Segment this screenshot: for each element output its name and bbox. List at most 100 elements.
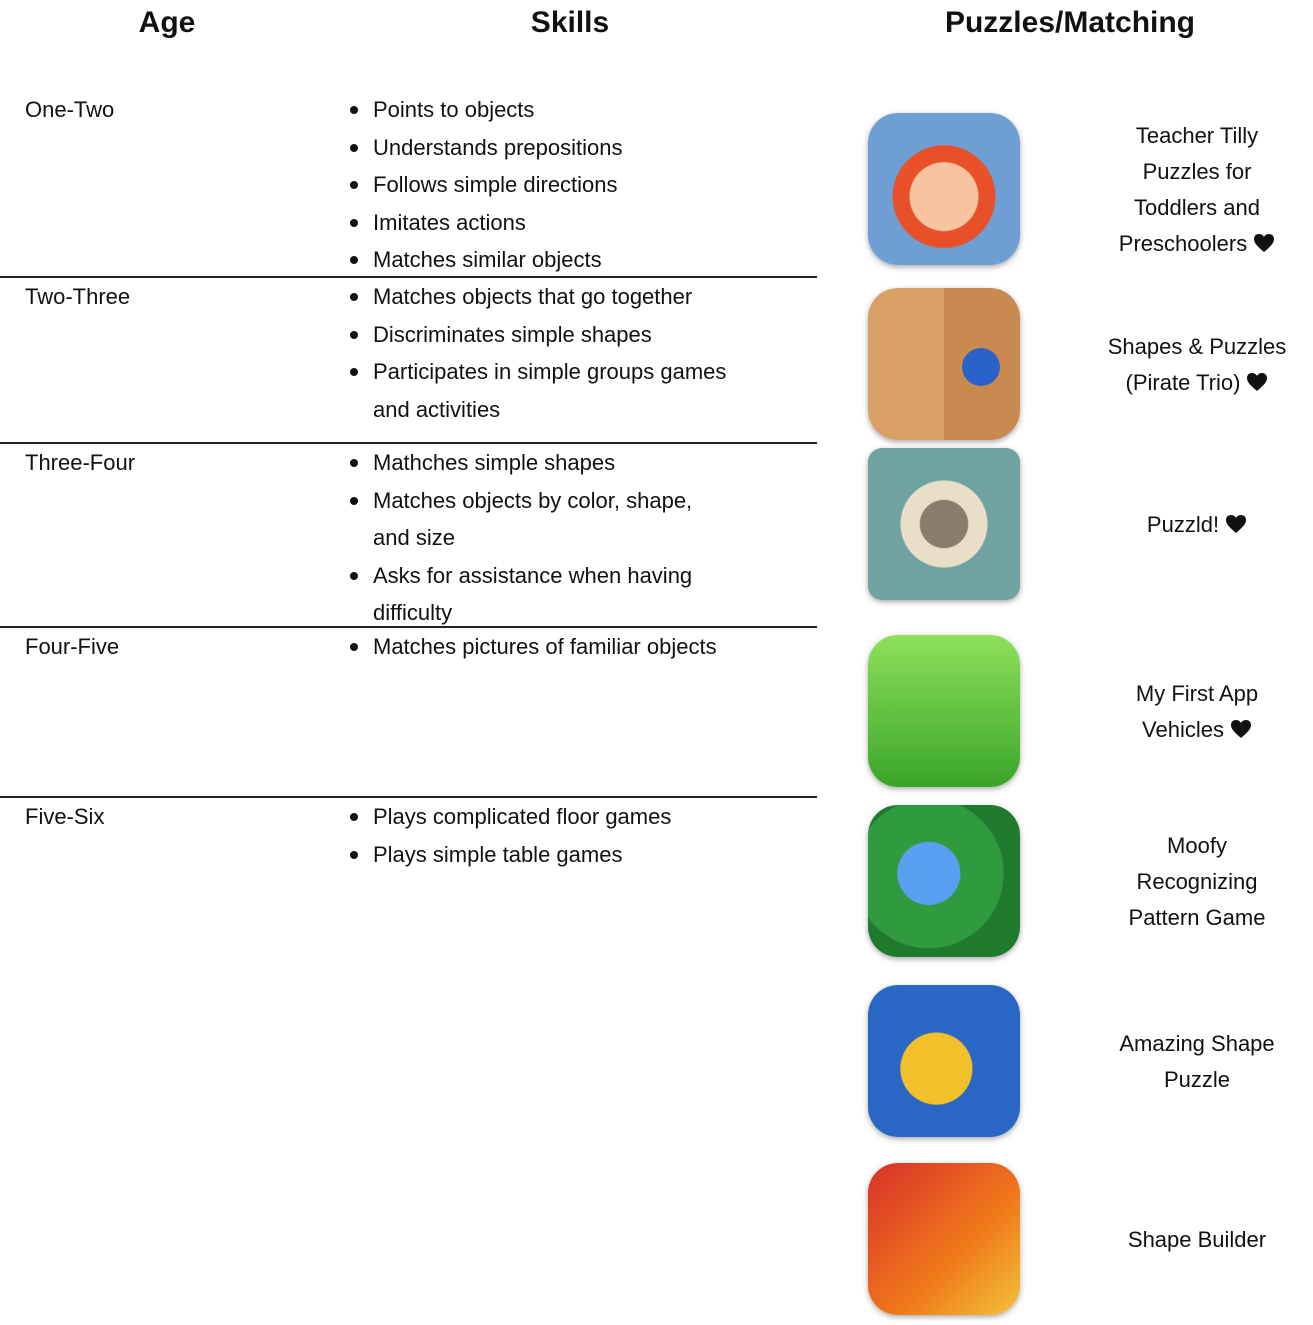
- app-name-text: Shape Builder: [1127, 1227, 1267, 1252]
- skill-text: and activities: [373, 396, 501, 422]
- app-icon: [868, 1163, 1020, 1315]
- app-name-line: Teacher Tilly: [1090, 118, 1304, 154]
- app-icon: [868, 805, 1020, 957]
- age-label: Five-Six: [25, 804, 105, 829]
- skill-text: Discriminates simple shapes: [373, 321, 652, 347]
- table-row: Four-Five Matches pictures of familiar ob…: [0, 628, 817, 798]
- app-name: My First App Vehicles: [1090, 676, 1304, 748]
- app-name-text: Toddlers and: [1134, 195, 1260, 220]
- app-icon: [868, 448, 1020, 600]
- skill-item: Asks for assistance when having difficult…: [350, 557, 692, 632]
- bullet: [350, 813, 358, 821]
- bullet: [350, 571, 358, 580]
- app-icon: [868, 635, 1020, 787]
- bullet: [350, 106, 358, 114]
- app-name-line: Moofy: [1090, 828, 1304, 864]
- app-name-text: My First App: [1135, 681, 1259, 706]
- skill-list: Matches pictures of familiar objects: [350, 628, 717, 666]
- header-apps: Puzzles/Matching: [944, 6, 1196, 39]
- bullet: [350, 459, 358, 467]
- bullet: [350, 330, 358, 339]
- skill-item: Discriminates simple shapes: [350, 316, 726, 354]
- app-name: Teacher Tilly Puzzles for Toddlers and Pres…: [1090, 118, 1304, 262]
- heart-shape: [1254, 234, 1275, 252]
- app-entry: Teacher Tilly Puzzles for Toddlers and Pres…: [860, 105, 1313, 275]
- heart-shape: [1226, 515, 1247, 533]
- bullet: [350, 643, 358, 651]
- app-name: Shape Builder: [1090, 1222, 1304, 1258]
- app-name-text: Pattern Game: [1128, 905, 1266, 930]
- header-skills: Skills: [530, 6, 610, 39]
- skill-text: Matches objects that go together: [373, 284, 693, 309]
- table-row: Three-Four Mathches simple shapes Matches …: [0, 444, 817, 628]
- skill-list: Matches objects that go together Discrimi…: [350, 278, 726, 428]
- skill-text: and size: [373, 525, 455, 550]
- app-name-line: Shapes & Puzzles: [1090, 329, 1304, 365]
- app-icon: [868, 113, 1020, 265]
- bullet: [350, 218, 358, 227]
- skill-text: Follows simple directions: [373, 172, 618, 197]
- skill-item: Matches objects that go together: [350, 278, 726, 316]
- app-name-line: Vehicles: [1090, 712, 1304, 748]
- app-name-text: Teacher Tilly: [1135, 123, 1259, 148]
- table-row: Two-Three Matches objects that go togethe…: [0, 278, 817, 444]
- skill-text: Plays simple table games: [373, 841, 623, 867]
- app-name-line: (Pirate Trio): [1090, 365, 1304, 401]
- bullet: [350, 496, 358, 505]
- app-name-line: Toddlers and: [1090, 190, 1304, 226]
- bullet: [350, 181, 358, 189]
- app-entry: Moofy Recognizing Pattern Game: [860, 797, 1313, 967]
- app-name: Amazing Shape Puzzle: [1090, 1026, 1304, 1098]
- skill-text: Points to objects: [373, 97, 535, 122]
- app-name-line: My First App: [1090, 676, 1304, 712]
- bullet: [350, 143, 358, 152]
- skill-item: Plays complicated floor games: [350, 798, 671, 836]
- favorite-heart: [1254, 234, 1275, 252]
- app-name-text: Shapes & Puzzles: [1107, 334, 1287, 359]
- skill-text: Mathches simple shapes: [373, 450, 616, 475]
- table-row: One-Two Points to objects Understands prep…: [0, 91, 817, 278]
- app-name-text: Puzzles for: [1142, 159, 1252, 184]
- header-age: Age: [138, 6, 196, 39]
- app-name-line: Amazing Shape: [1090, 1026, 1304, 1062]
- app-name-line: Puzzld!: [1090, 507, 1304, 543]
- app-entry: Puzzld!: [860, 440, 1313, 610]
- app-name-text: Puzzle: [1163, 1067, 1231, 1092]
- app-entry: My First App Vehicles: [860, 627, 1313, 797]
- skill-item: Matches objects by color, shape, and size: [350, 482, 692, 557]
- age-label: Two-Three: [25, 284, 131, 309]
- skill-item: Points to objects: [350, 91, 622, 129]
- skill-item: Plays simple table games: [350, 836, 671, 874]
- app-icon: [868, 985, 1020, 1137]
- skill-item: Participates in simple groups games and a…: [350, 353, 726, 428]
- favorite-heart: [1230, 720, 1251, 738]
- skill-item: Imitates actions: [350, 204, 622, 242]
- skill-list: Points to objects Understands preposition…: [350, 91, 622, 279]
- app-name-line: Puzzles for: [1090, 154, 1304, 190]
- bullet: [350, 256, 358, 264]
- skills-table: One-Two Points to objects Understands prep…: [0, 91, 817, 867]
- skill-text: difficulty: [373, 600, 453, 625]
- app-name-text: Moofy: [1167, 833, 1227, 858]
- skill-text: Imitates actions: [373, 209, 526, 235]
- bullet: [350, 850, 358, 859]
- app-name: Shapes & Puzzles (Pirate Trio): [1090, 329, 1304, 401]
- skill-text: Understands prepositions: [373, 134, 623, 160]
- app-name: Puzzld!: [1090, 507, 1304, 543]
- app-name-line: Pattern Game: [1090, 900, 1304, 936]
- app-name-line: Recognizing: [1090, 864, 1304, 900]
- app-entry: Shapes & Puzzles (Pirate Trio): [860, 280, 1313, 450]
- app-name: Moofy Recognizing Pattern Game: [1090, 828, 1304, 936]
- app-name-text: Vehicles: [1142, 717, 1224, 742]
- skill-text: Matches similar objects: [373, 247, 602, 272]
- skill-text: Matches objects by color, shape,: [373, 487, 693, 513]
- skill-item: Matches similar objects: [350, 241, 622, 279]
- age-label: Three-Four: [25, 450, 136, 475]
- skill-text: Participates in simple groups games: [373, 359, 727, 384]
- heart-shape: [1230, 720, 1251, 738]
- app-entry: Shape Builder: [860, 1155, 1313, 1325]
- skill-item: Matches pictures of familiar objects: [350, 628, 717, 666]
- app-name-text: Puzzld!: [1146, 512, 1220, 537]
- skill-item: Mathches simple shapes: [350, 444, 692, 482]
